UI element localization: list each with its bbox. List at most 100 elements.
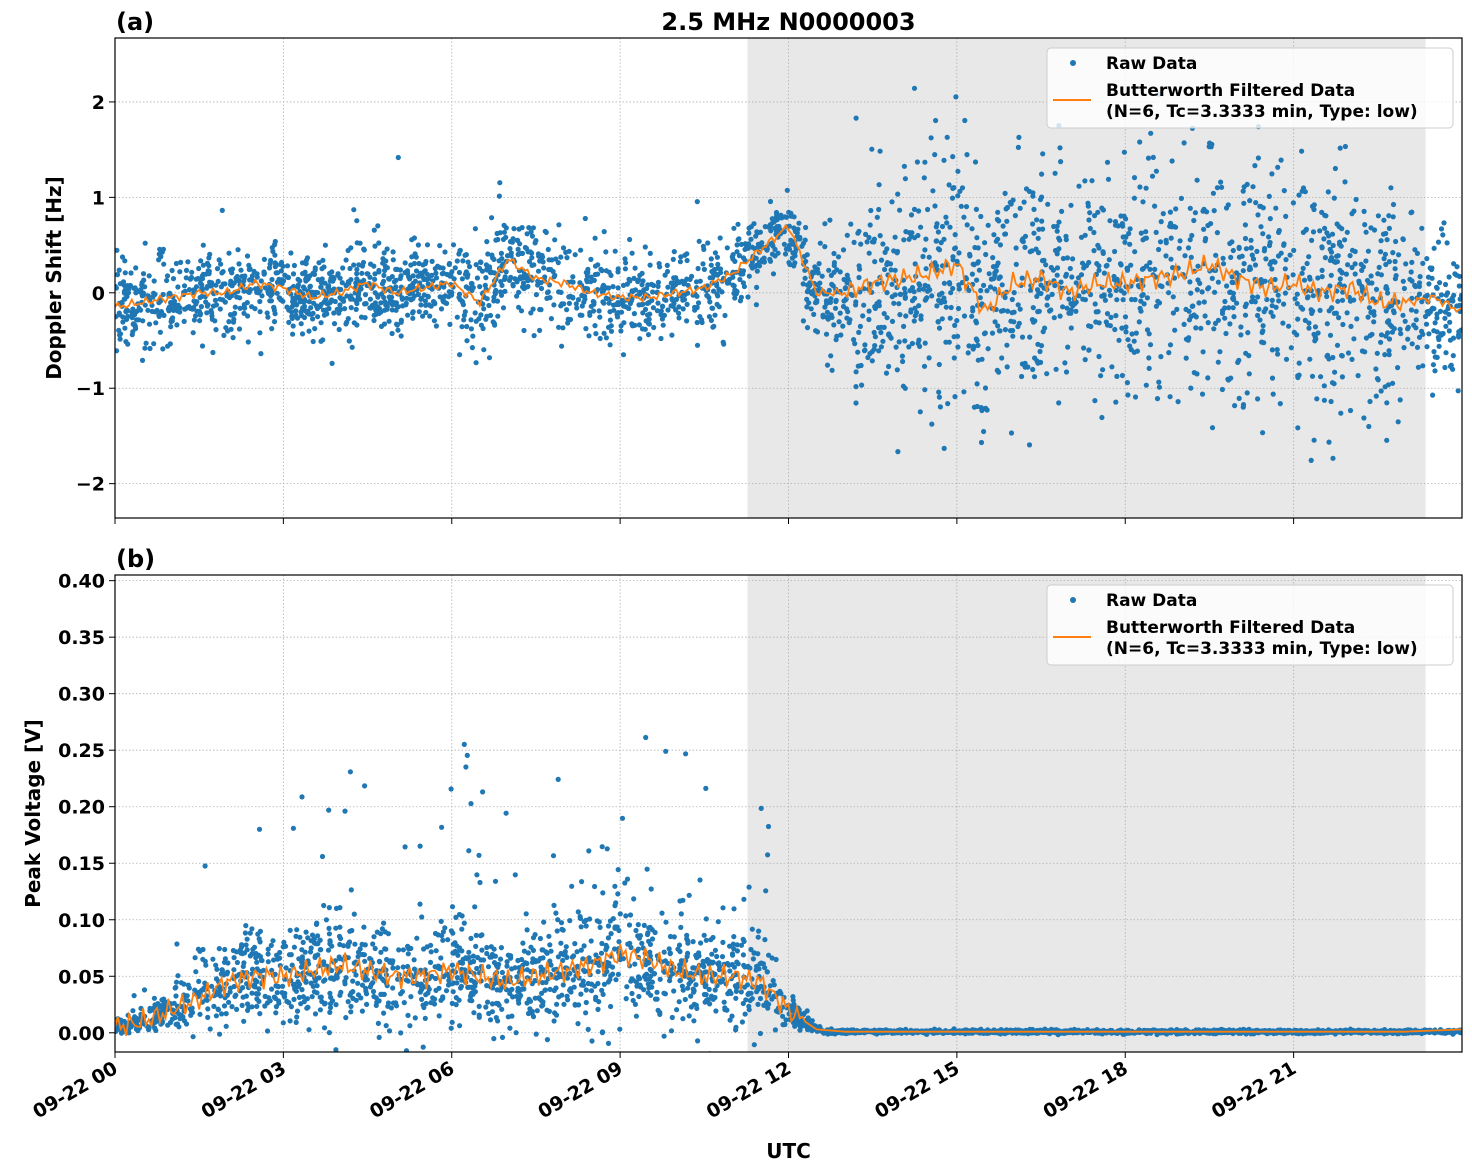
raw-data-point bbox=[1009, 296, 1015, 303]
raw-data-point bbox=[160, 246, 166, 252]
raw-data-point bbox=[487, 265, 493, 271]
raw-data-point bbox=[663, 748, 669, 754]
raw-data-point bbox=[460, 299, 466, 306]
raw-data-point bbox=[674, 1007, 680, 1013]
raw-data-point bbox=[632, 961, 638, 967]
raw-data-point bbox=[518, 308, 525, 314]
raw-data-point bbox=[1344, 310, 1350, 316]
raw-data-point bbox=[1442, 281, 1449, 288]
raw-data-point bbox=[457, 1023, 463, 1029]
raw-data-point bbox=[985, 346, 991, 352]
raw-data-point bbox=[318, 320, 324, 326]
raw-data-point bbox=[880, 338, 886, 344]
raw-data-point bbox=[605, 935, 612, 941]
raw-data-point bbox=[372, 945, 378, 952]
raw-data-point bbox=[120, 319, 126, 325]
raw-data-point bbox=[814, 329, 821, 335]
raw-data-point bbox=[1281, 242, 1287, 248]
raw-data-point bbox=[548, 962, 554, 968]
raw-data-point bbox=[1375, 213, 1381, 219]
raw-data-point bbox=[1315, 288, 1321, 294]
raw-data-point bbox=[314, 983, 320, 989]
raw-data-point bbox=[480, 325, 486, 332]
raw-data-point bbox=[1038, 282, 1044, 288]
raw-data-point bbox=[372, 276, 378, 282]
raw-data-point bbox=[312, 1011, 319, 1017]
raw-data-point bbox=[528, 229, 534, 235]
raw-data-point bbox=[1143, 235, 1149, 241]
raw-data-point bbox=[503, 269, 509, 275]
raw-data-point bbox=[831, 260, 838, 266]
raw-data-point bbox=[139, 282, 145, 288]
raw-data-point bbox=[359, 982, 366, 988]
raw-data-point bbox=[183, 275, 189, 281]
raw-data-point bbox=[1123, 329, 1129, 335]
raw-data-point bbox=[950, 254, 956, 260]
raw-data-point bbox=[670, 256, 676, 262]
raw-data-point bbox=[416, 260, 422, 267]
raw-data-point bbox=[612, 946, 618, 952]
raw-data-point bbox=[708, 256, 714, 262]
raw-data-point bbox=[734, 289, 740, 295]
raw-data-point bbox=[1386, 225, 1392, 231]
raw-data-point bbox=[1114, 297, 1120, 303]
raw-data-point bbox=[206, 271, 212, 277]
raw-data-point bbox=[678, 254, 684, 260]
raw-data-point bbox=[297, 934, 303, 940]
raw-data-point bbox=[465, 259, 471, 265]
raw-data-point bbox=[959, 185, 966, 191]
raw-data-point bbox=[898, 291, 904, 297]
raw-data-point bbox=[1183, 355, 1189, 361]
raw-data-point bbox=[1230, 247, 1236, 254]
raw-data-point bbox=[304, 309, 310, 316]
raw-data-point bbox=[1283, 356, 1290, 362]
raw-data-point bbox=[1351, 336, 1357, 342]
raw-data-point bbox=[302, 298, 308, 304]
raw-data-point bbox=[1334, 253, 1340, 259]
raw-data-point bbox=[454, 975, 460, 981]
raw-data-point bbox=[762, 937, 768, 943]
raw-data-point bbox=[781, 241, 788, 247]
raw-data-point bbox=[1095, 242, 1101, 248]
raw-data-point bbox=[1447, 319, 1453, 325]
raw-data-point bbox=[274, 290, 280, 296]
raw-data-point bbox=[294, 927, 300, 933]
raw-data-point bbox=[669, 332, 675, 338]
raw-data-point bbox=[1363, 258, 1369, 264]
raw-data-point bbox=[601, 229, 607, 235]
raw-data-point bbox=[1266, 242, 1273, 249]
raw-data-point bbox=[472, 310, 478, 316]
raw-data-point bbox=[1437, 280, 1443, 286]
raw-data-point bbox=[884, 260, 891, 266]
raw-data-point bbox=[706, 986, 712, 993]
raw-data-point bbox=[1396, 252, 1402, 258]
raw-data-point bbox=[1273, 205, 1279, 211]
raw-data-point bbox=[389, 330, 395, 337]
raw-data-point bbox=[933, 238, 939, 244]
raw-data-point bbox=[418, 295, 424, 302]
raw-data-point bbox=[911, 318, 917, 324]
raw-data-point bbox=[1205, 375, 1211, 381]
raw-data-point bbox=[377, 959, 383, 965]
raw-data-point bbox=[695, 300, 702, 306]
raw-data-point bbox=[546, 933, 552, 939]
raw-data-point bbox=[215, 278, 221, 284]
raw-data-point bbox=[782, 251, 789, 257]
raw-data-point bbox=[1424, 344, 1430, 350]
raw-data-point bbox=[730, 952, 736, 958]
raw-data-point bbox=[132, 312, 138, 318]
raw-data-point bbox=[669, 1014, 675, 1021]
raw-data-point bbox=[277, 295, 283, 301]
raw-data-point bbox=[1021, 199, 1027, 205]
raw-data-point bbox=[999, 282, 1005, 288]
raw-data-point bbox=[1313, 336, 1319, 342]
raw-data-point bbox=[147, 345, 153, 352]
raw-data-point bbox=[1304, 260, 1310, 267]
raw-data-point bbox=[1263, 256, 1269, 262]
raw-data-point bbox=[587, 312, 593, 318]
raw-data-point bbox=[287, 1018, 293, 1024]
raw-data-point bbox=[1383, 261, 1389, 268]
raw-data-point bbox=[399, 989, 405, 995]
raw-data-point bbox=[269, 291, 275, 297]
raw-data-point bbox=[535, 282, 541, 288]
